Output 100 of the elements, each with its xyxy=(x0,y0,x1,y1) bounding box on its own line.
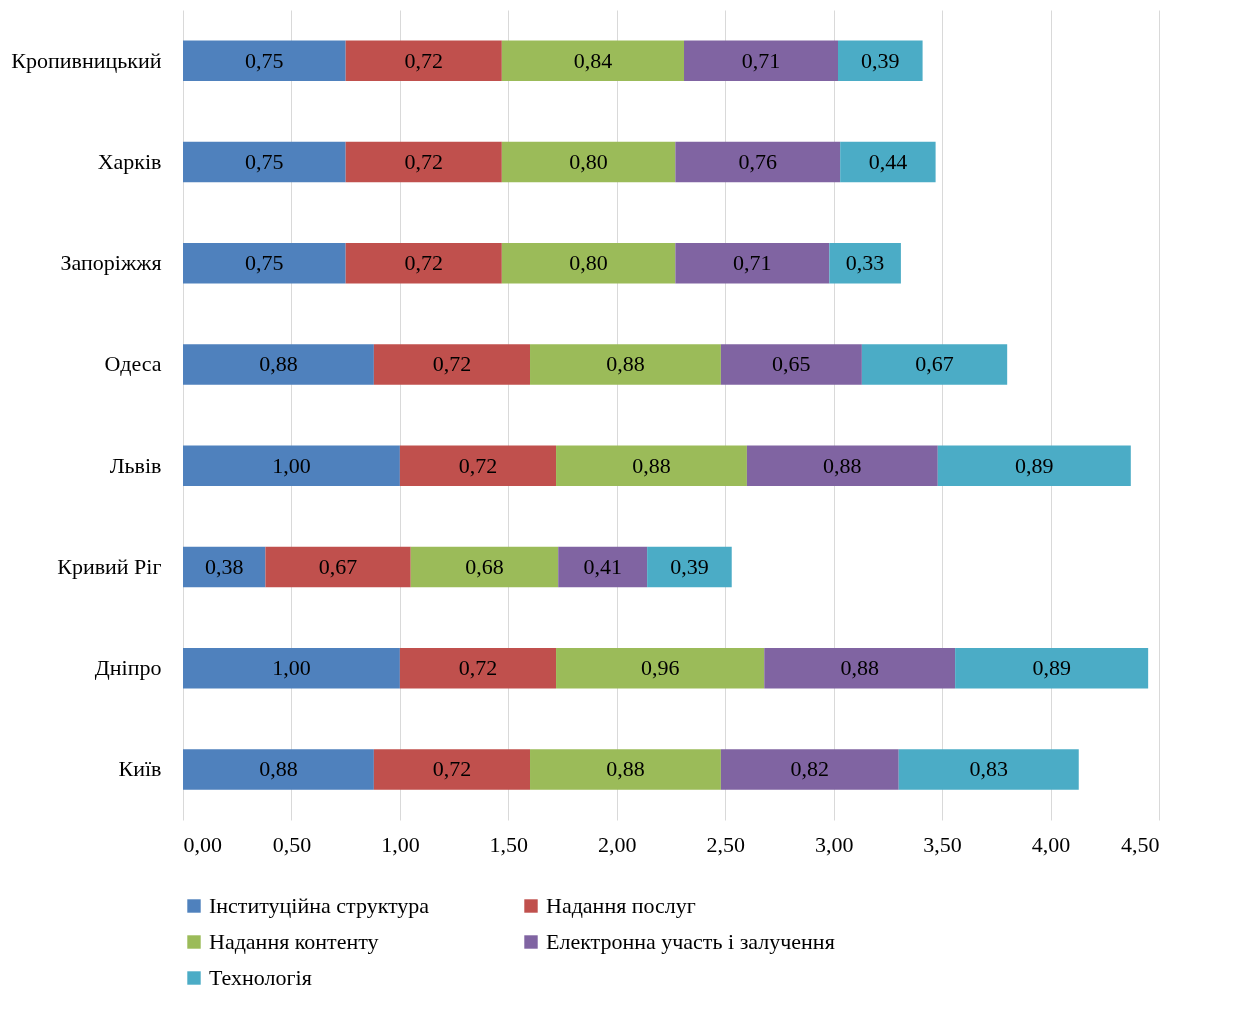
x-tick-label: 3,00 xyxy=(814,831,854,857)
bar xyxy=(345,40,502,81)
bar xyxy=(410,546,559,588)
x-tick-label: 0,00 xyxy=(183,831,222,857)
bar xyxy=(265,546,411,588)
data-label: 0,39 xyxy=(861,47,900,73)
bar xyxy=(399,647,557,689)
bar xyxy=(345,242,502,284)
data-label: 0,83 xyxy=(969,756,1008,782)
x-tick-label: 3,50 xyxy=(923,831,962,857)
data-label: 0,72 xyxy=(404,148,443,174)
bar xyxy=(501,141,676,183)
bar xyxy=(373,344,531,385)
data-label: 0,67 xyxy=(915,351,954,377)
data-label: 1,00 xyxy=(272,452,311,478)
data-label: 0,41 xyxy=(583,553,622,579)
bar xyxy=(183,546,266,588)
data-label: 0,72 xyxy=(404,47,443,73)
legend-label: Надання контенту xyxy=(209,929,379,954)
data-label: 0,72 xyxy=(404,250,443,276)
data-label: 0,89 xyxy=(1015,452,1054,478)
bar xyxy=(183,344,374,385)
x-tick-label: 4,50 xyxy=(1121,831,1160,857)
data-label: 0,71 xyxy=(733,250,772,276)
bar xyxy=(530,344,721,385)
legend-label: Електронна участь і залучення xyxy=(546,929,835,954)
bar xyxy=(840,141,936,183)
bar xyxy=(955,647,1149,689)
bar xyxy=(861,344,1008,385)
bar xyxy=(684,40,838,81)
data-label: 0,88 xyxy=(259,756,298,782)
data-label: 0,72 xyxy=(432,756,472,782)
data-label: 0,75 xyxy=(245,250,284,276)
data-label: 0,68 xyxy=(465,553,504,579)
data-label: 0,88 xyxy=(632,452,671,478)
data-label: 0,65 xyxy=(772,351,811,377)
data-label: 0,76 xyxy=(738,148,778,174)
bar xyxy=(373,749,531,790)
data-label: 0,75 xyxy=(245,148,284,174)
y-tick-label: Дніпро xyxy=(94,655,162,681)
data-label: 0,67 xyxy=(318,553,358,579)
data-label: 0,88 xyxy=(606,351,645,377)
data-label: 0,33 xyxy=(845,250,885,276)
bar xyxy=(183,242,346,284)
data-label: 0,88 xyxy=(840,655,879,681)
data-label: 0,38 xyxy=(204,553,244,579)
bar xyxy=(530,749,721,790)
bar xyxy=(829,242,901,284)
data-label: 0,88 xyxy=(259,351,298,377)
bar xyxy=(838,40,923,81)
bar xyxy=(556,647,765,689)
bar xyxy=(501,40,685,81)
data-label: 0,44 xyxy=(868,148,908,174)
data-label: 0,80 xyxy=(569,148,608,174)
data-label: 0,88 xyxy=(823,452,862,478)
data-label: 0,72 xyxy=(458,452,498,478)
bar xyxy=(183,40,346,81)
bar xyxy=(720,749,899,790)
bar xyxy=(647,546,732,588)
bar xyxy=(675,242,830,284)
bar xyxy=(183,647,400,689)
bar xyxy=(183,445,400,486)
bar xyxy=(898,749,1079,790)
data-label: 0,89 xyxy=(1032,655,1071,681)
bar xyxy=(675,141,841,183)
data-label: 0,88 xyxy=(606,756,645,782)
x-tick-label: 4,00 xyxy=(1031,831,1071,857)
y-tick-label: Кривий Ріг xyxy=(57,553,162,579)
x-tick-label: 2,00 xyxy=(598,831,637,857)
bar xyxy=(720,344,862,385)
x-tick-label: 1,00 xyxy=(381,831,420,857)
y-tick-label: Кропивницький xyxy=(11,47,162,73)
legend-label: Надання послуг xyxy=(546,893,696,918)
data-label: 0,39 xyxy=(670,553,709,579)
bar xyxy=(937,445,1131,486)
y-tick-label: Запоріжжя xyxy=(60,250,162,276)
data-label: 1,00 xyxy=(272,655,311,681)
bar xyxy=(399,445,557,486)
x-tick-label: 0,50 xyxy=(272,831,312,857)
bar xyxy=(746,445,938,486)
data-label: 0,71 xyxy=(741,47,781,73)
legend-label: Технологія xyxy=(209,965,312,990)
legend-label: Інституційна структура xyxy=(209,893,430,918)
data-label: 0,82 xyxy=(790,756,830,782)
bar xyxy=(345,141,502,183)
bar xyxy=(183,749,374,790)
bar xyxy=(183,141,346,183)
bar xyxy=(558,546,648,588)
bar xyxy=(556,445,747,486)
data-label: 0,80 xyxy=(569,250,608,276)
x-tick-label: 1,50 xyxy=(489,831,529,857)
x-tick-label: 2,50 xyxy=(706,831,745,857)
data-label: 0,72 xyxy=(458,655,498,681)
y-tick-label: Львів xyxy=(109,452,162,478)
y-tick-label: Харків xyxy=(97,148,162,174)
data-label: 0,96 xyxy=(640,655,680,681)
data-label: 0,75 xyxy=(245,47,284,73)
data-label: 0,84 xyxy=(573,47,613,73)
data-label: 0,72 xyxy=(432,351,472,377)
bar xyxy=(501,242,676,284)
